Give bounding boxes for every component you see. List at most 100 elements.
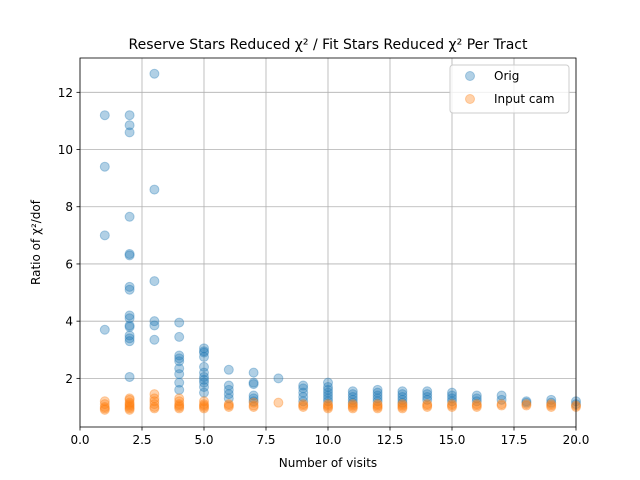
- data-point: [149, 334, 160, 345]
- data-point: [521, 397, 532, 408]
- legend-marker-input-cam: [465, 94, 475, 104]
- data-point: [422, 399, 433, 410]
- data-point: [323, 393, 333, 404]
- x-tick-label: 10.0: [315, 433, 342, 447]
- data-point: [323, 400, 333, 411]
- data-point: [372, 387, 383, 398]
- data-point: [471, 390, 482, 401]
- y-axis-label: Ratio of χ²/dof: [29, 199, 43, 285]
- data-point: [124, 397, 135, 408]
- data-point: [447, 399, 457, 410]
- data-point: [447, 393, 457, 404]
- data-point: [372, 396, 383, 407]
- data-point: [223, 384, 234, 395]
- data-point: [496, 400, 507, 411]
- data-point: [124, 330, 135, 341]
- data-point: [298, 401, 309, 412]
- data-point: [174, 403, 185, 414]
- data-point: [546, 399, 557, 410]
- data-point: [149, 276, 160, 287]
- data-point: [471, 399, 482, 410]
- data-point: [298, 383, 309, 394]
- data-point: [397, 386, 408, 397]
- data-point: [223, 401, 234, 412]
- data-point: [323, 396, 333, 407]
- data-point: [273, 373, 284, 384]
- data-point: [124, 394, 135, 405]
- data-point: [199, 351, 209, 362]
- data-point: [422, 401, 433, 412]
- data-point: [199, 400, 209, 411]
- data-point: [397, 401, 408, 412]
- data-point: [397, 389, 408, 400]
- data-point: [347, 397, 358, 408]
- data-point: [149, 320, 160, 331]
- y-tick-label: 4: [65, 315, 73, 329]
- legend-label-input-cam: Input cam: [494, 92, 555, 106]
- data-point: [223, 380, 234, 391]
- data-point: [422, 400, 433, 411]
- data-point: [347, 389, 358, 400]
- data-point: [174, 377, 185, 388]
- data-point: [248, 396, 259, 407]
- data-point: [347, 401, 358, 412]
- data-point: [149, 389, 160, 400]
- data-point: [99, 401, 110, 412]
- data-point: [447, 390, 457, 401]
- x-tick-label: 12.5: [377, 433, 404, 447]
- data-point: [496, 390, 507, 401]
- x-tick-label: 17.5: [501, 433, 528, 447]
- data-point: [99, 161, 110, 172]
- data-point: [174, 353, 185, 364]
- data-point: [199, 396, 209, 407]
- data-point: [199, 387, 209, 398]
- y-tick-label: 12: [58, 86, 73, 100]
- data-point: [124, 313, 135, 324]
- legend-box: [449, 64, 570, 114]
- data-point: [298, 391, 309, 402]
- data-point: [149, 401, 160, 412]
- data-point: [99, 403, 110, 414]
- data-point: [323, 384, 333, 395]
- y-tick-label: 10: [58, 143, 73, 157]
- data-point: [471, 400, 482, 411]
- data-point: [174, 356, 185, 367]
- data-point: [223, 364, 234, 375]
- data-point: [174, 384, 185, 395]
- data-point: [174, 331, 185, 342]
- data-point: [199, 377, 209, 388]
- x-tick-label: 0.0: [70, 433, 89, 447]
- data-point: [397, 394, 408, 405]
- data-point: [298, 400, 309, 411]
- data-point: [447, 396, 457, 407]
- x-tick-label: 2.5: [132, 433, 151, 447]
- data-point: [422, 389, 433, 400]
- data-point: [199, 343, 209, 354]
- data-point: [471, 393, 482, 404]
- data-point: [149, 393, 160, 404]
- data-point: [124, 120, 135, 131]
- data-point: [323, 377, 333, 388]
- data-point: [521, 396, 532, 407]
- data-point: [223, 389, 234, 400]
- data-point: [174, 317, 185, 328]
- data-point: [149, 184, 160, 195]
- data-point: [124, 310, 135, 321]
- data-point: [124, 401, 135, 412]
- data-point: [223, 399, 234, 410]
- data-point: [149, 396, 160, 407]
- data-point: [124, 320, 135, 331]
- data-point: [174, 396, 185, 407]
- data-point: [347, 394, 358, 405]
- data-point: [347, 400, 358, 411]
- data-point: [174, 399, 185, 410]
- data-point: [199, 374, 209, 385]
- x-tick-label: 7.5: [256, 433, 275, 447]
- data-point: [174, 401, 185, 412]
- data-point: [248, 393, 259, 404]
- x-tick-label: 20.0: [563, 433, 590, 447]
- data-point: [124, 211, 135, 222]
- data-point: [471, 396, 482, 407]
- legend-marker-orig: [465, 71, 475, 81]
